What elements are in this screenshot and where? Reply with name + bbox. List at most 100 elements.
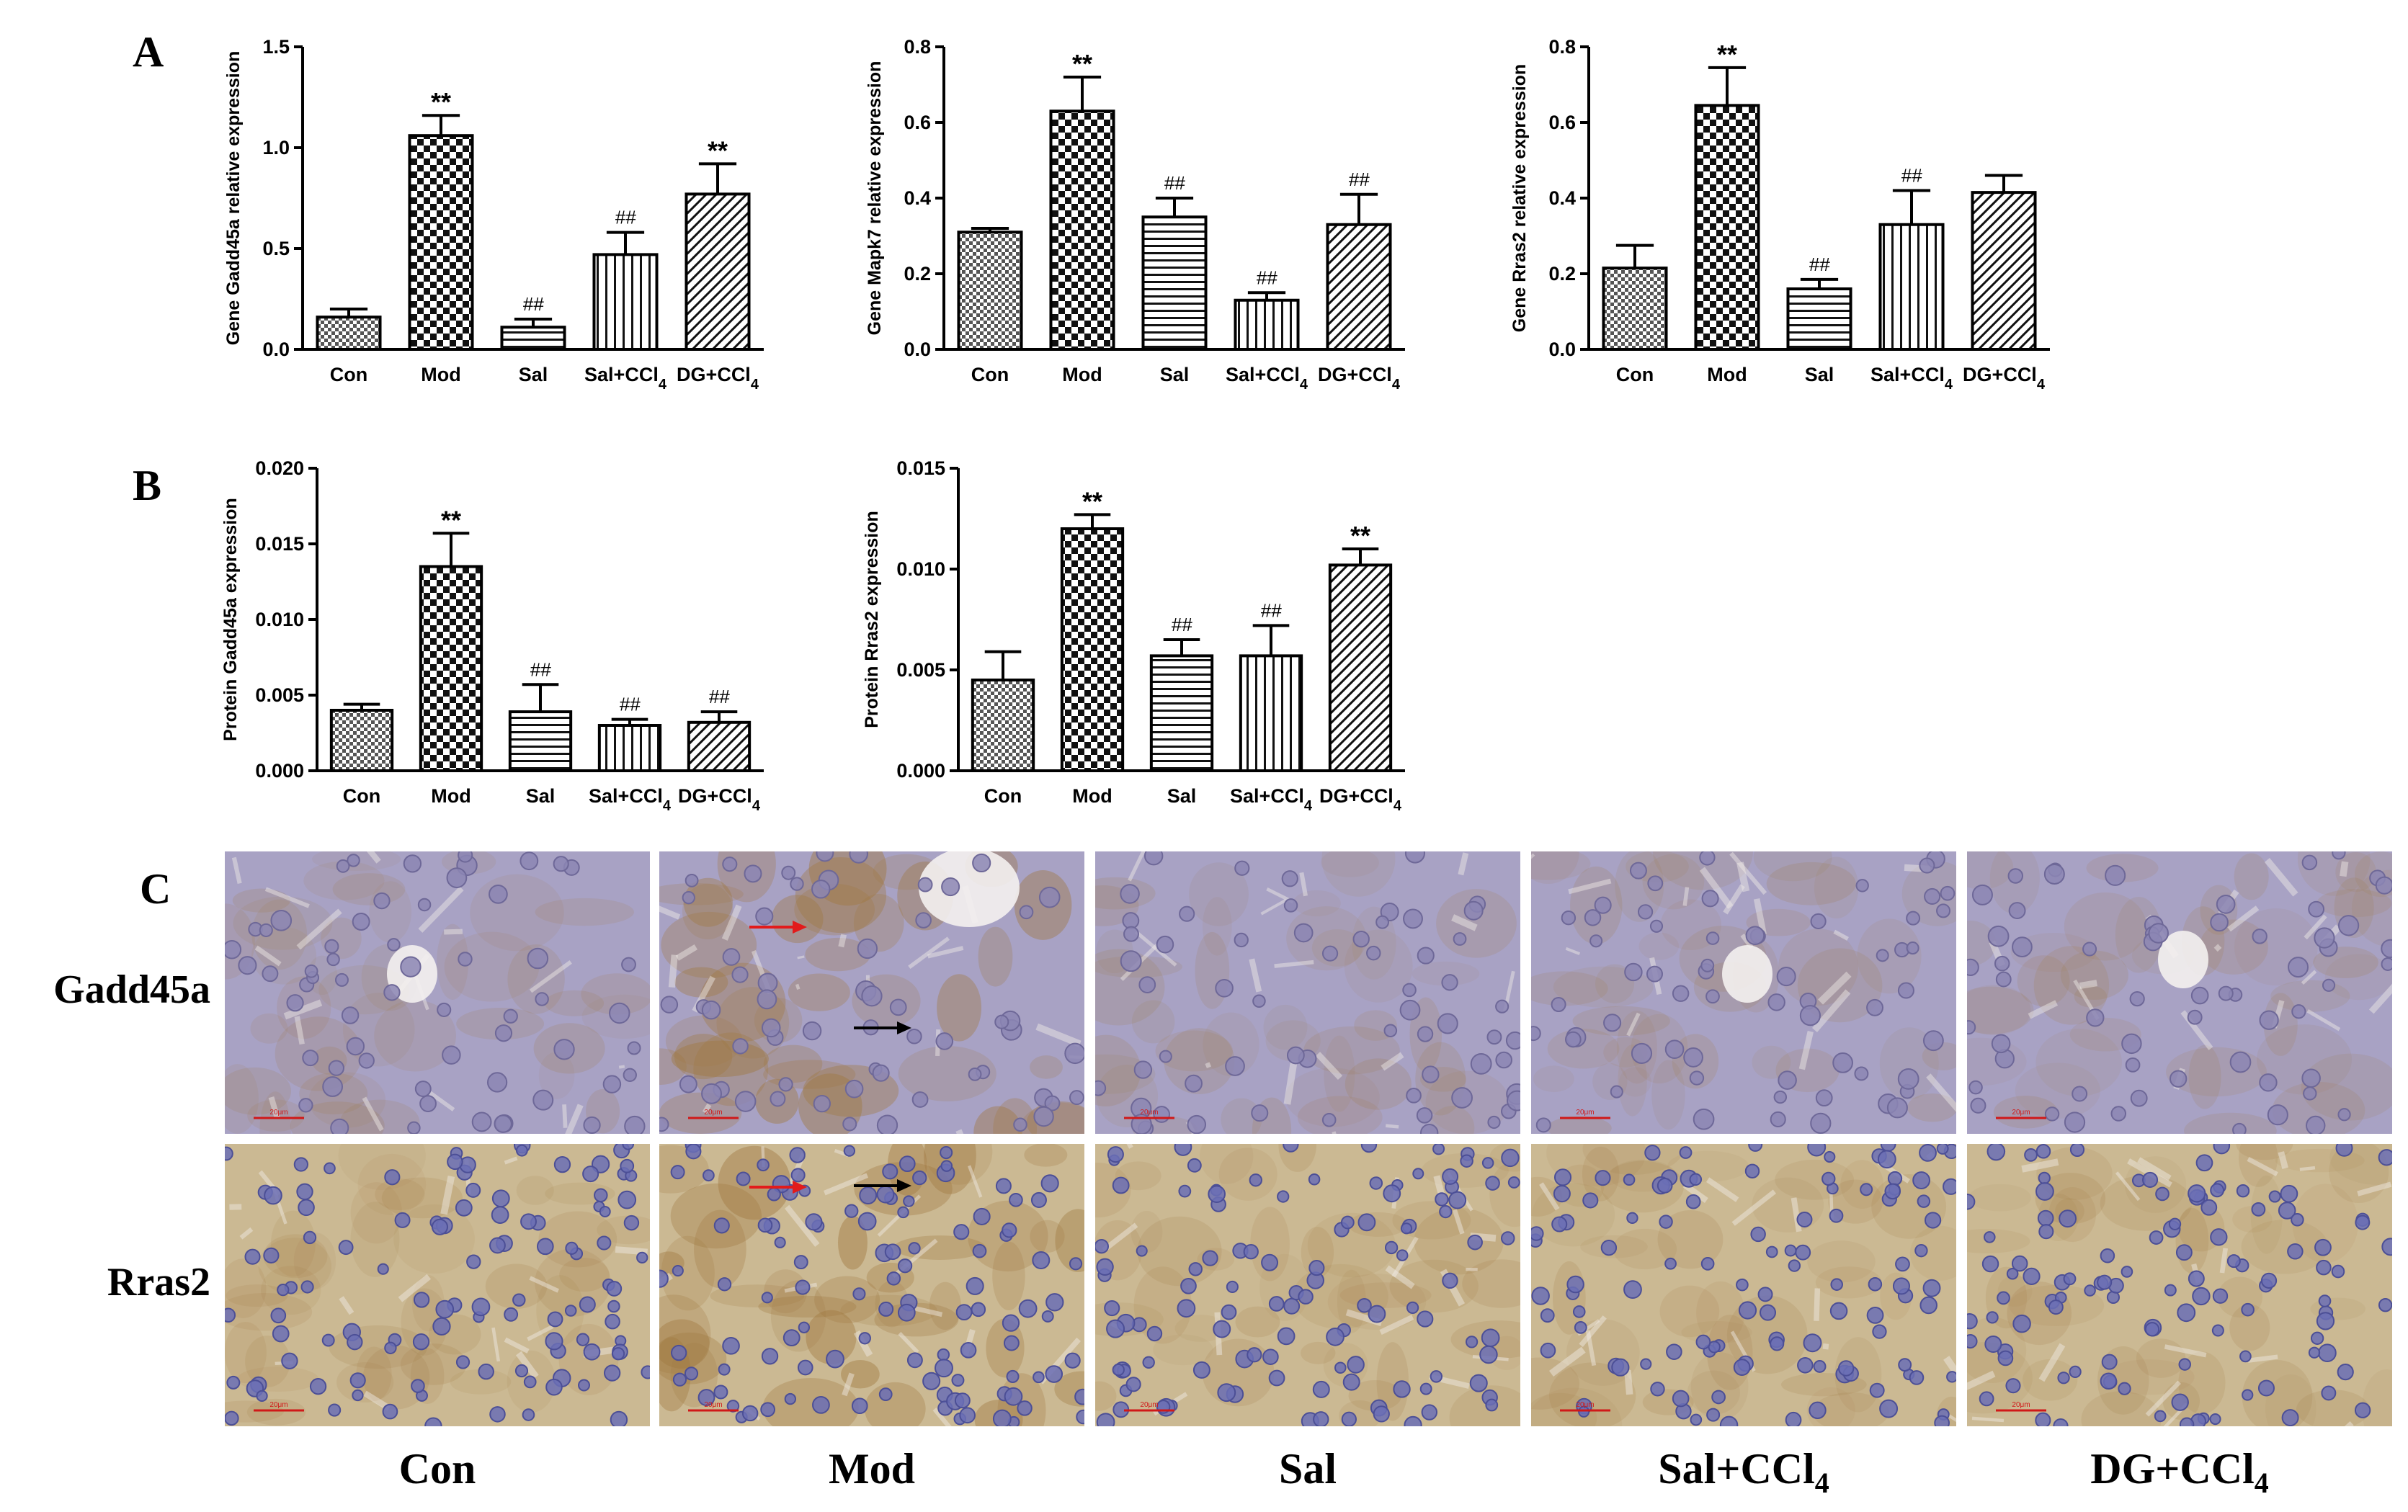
x-tick-label: Sal	[519, 364, 548, 385]
bar	[1328, 563, 1393, 772]
significance-mark: ##	[523, 293, 544, 315]
y-tick-label: 0.8	[904, 36, 931, 58]
y-axis-label: Protein Gadd45a expression	[220, 498, 241, 741]
significance-mark: ##	[1164, 172, 1185, 194]
chart-gadd45a-gene: 0.0 0.5 1.0 1.5 Gene Gadd45a relative expres…	[216, 29, 778, 393]
x-tick-label: Mod	[1062, 364, 1102, 385]
x-tick-label: Mod	[431, 785, 471, 807]
y-tick-label: 0.0	[262, 339, 290, 360]
significance-mark: ##	[1901, 165, 1922, 187]
x-tick-label: Mod	[1072, 785, 1112, 807]
y-tick-label: 0.005	[896, 659, 945, 681]
scale-bar-label: 20μm	[704, 1109, 722, 1117]
arrow-black-icon	[854, 1179, 911, 1192]
bar	[1060, 527, 1125, 772]
x-tick-label: Mod	[1707, 364, 1747, 385]
chart-rras2-gene: 0.0 0.2 0.4 0.6 0.8 Gene Rras2 relative expre…	[1502, 29, 2064, 393]
micrograph-column-label: Con	[398, 1445, 476, 1493]
significance-mark: ##	[709, 686, 730, 707]
x-tick-label: DG+CCl4	[1963, 364, 2046, 393]
x-tick-label: Sal+CCl4	[589, 785, 672, 814]
arrow-black-icon	[854, 1021, 911, 1034]
significance-mark: ##	[530, 658, 551, 680]
significance-mark: ##	[1172, 614, 1192, 635]
significance-mark: ##	[1349, 169, 1370, 190]
bar	[1326, 223, 1392, 351]
panel-label-b: B	[133, 462, 162, 509]
y-tick-label: 0.6	[904, 112, 931, 133]
y-axis-label: Protein Rras2 expression	[862, 511, 882, 728]
bar	[1878, 223, 1945, 351]
x-tick-label: Con	[971, 364, 1009, 385]
y-tick-label: 1.5	[262, 36, 290, 58]
significance-mark: **	[1072, 49, 1092, 79]
micrograph-column-label: Sal+CCl4	[1658, 1445, 1829, 1499]
panel-label-a: A	[133, 28, 164, 76]
x-tick-label: Sal	[1160, 364, 1190, 385]
bar	[685, 192, 751, 351]
chart-mapk7-gene: 0.0 0.2 0.4 0.6 0.8 Gene Mapk7 relative expre…	[857, 29, 1419, 393]
bar	[1239, 654, 1303, 772]
arrow-red-icon	[749, 1181, 807, 1194]
micrograph-tile: 20μm	[1531, 1144, 1956, 1426]
chart-svg: 0.0 0.5 1.0 1.5 Gene Gadd45a relative expres…	[223, 36, 764, 393]
bar	[1602, 267, 1668, 351]
x-tick-label: Sal	[1805, 364, 1834, 385]
bar	[316, 316, 382, 352]
significance-mark: ##	[620, 694, 641, 715]
scale-bar-label: 20μm	[269, 1401, 287, 1409]
x-tick-label: DG+CCl4	[1318, 364, 1401, 393]
y-tick-label: 0.4	[904, 187, 931, 209]
y-tick-label: 0.020	[255, 457, 304, 479]
bar	[500, 326, 566, 352]
bar	[1786, 287, 1852, 351]
bar	[597, 724, 662, 772]
micrograph-tile: 20μm	[659, 851, 1084, 1134]
micrograph-tile: 20μm	[1967, 851, 2392, 1134]
scale-bar-label: 20μm	[2012, 1401, 2030, 1409]
bar	[971, 679, 1035, 772]
bar	[1141, 215, 1208, 351]
bar	[419, 565, 483, 772]
scale-bar-label: 20μm	[1576, 1401, 1594, 1409]
arrow-red-icon	[749, 921, 807, 934]
scale-bar-label: 20μm	[704, 1401, 722, 1409]
y-tick-label: 0.8	[1548, 36, 1576, 58]
chart-svg: 0.0 0.2 0.4 0.6 0.8 Gene Rras2 relative expre…	[1510, 36, 2050, 393]
scale-bar-label: 20μm	[2012, 1109, 2030, 1117]
bar	[592, 253, 659, 351]
significance-mark: **	[1717, 40, 1737, 69]
y-tick-label: 0.2	[904, 263, 931, 285]
y-tick-label: 0.6	[1548, 112, 1576, 133]
significance-mark: **	[708, 135, 728, 165]
chart-svg: 0.000 0.005 0.010 0.015 0.020 Protein Gadd45a…	[220, 457, 764, 814]
x-tick-label: Con	[330, 364, 367, 385]
x-tick-label: Sal	[1167, 785, 1197, 807]
significance-mark: ##	[615, 207, 636, 228]
chart-rras2-protein: 0.000 0.005 0.010 0.015 Protein Rras2 expres…	[857, 450, 1419, 814]
micrograph-tile: 20μm	[225, 851, 650, 1134]
panel-label-c: C	[140, 865, 171, 913]
y-tick-label: 0.005	[255, 684, 304, 706]
y-axis-label: Gene Rras2 relative expression	[1510, 64, 1530, 332]
y-tick-label: 0.010	[896, 558, 945, 580]
bar	[329, 709, 394, 772]
y-tick-label: 1.0	[262, 137, 290, 158]
x-tick-label: Sal+CCl4	[584, 364, 667, 393]
scale-bar-label: 20μm	[1576, 1109, 1594, 1117]
bar	[1971, 191, 2037, 351]
x-tick-label: DG+CCl4	[678, 785, 761, 814]
y-axis-label: Gene Mapk7 relative expression	[865, 61, 885, 336]
micrograph-column-label: Sal	[1278, 1445, 1337, 1493]
bar	[1149, 654, 1214, 772]
significance-mark: **	[1082, 486, 1102, 516]
micrograph-tile: 20μm	[1531, 851, 1956, 1134]
significance-mark: ##	[1261, 599, 1282, 621]
significance-mark: **	[441, 505, 461, 534]
y-tick-label: 0.015	[896, 457, 945, 479]
x-tick-label: Mod	[421, 364, 460, 385]
bar	[957, 231, 1023, 351]
micrograph-row-label: Rras2	[107, 1260, 210, 1305]
x-tick-label: Con	[1616, 364, 1654, 385]
